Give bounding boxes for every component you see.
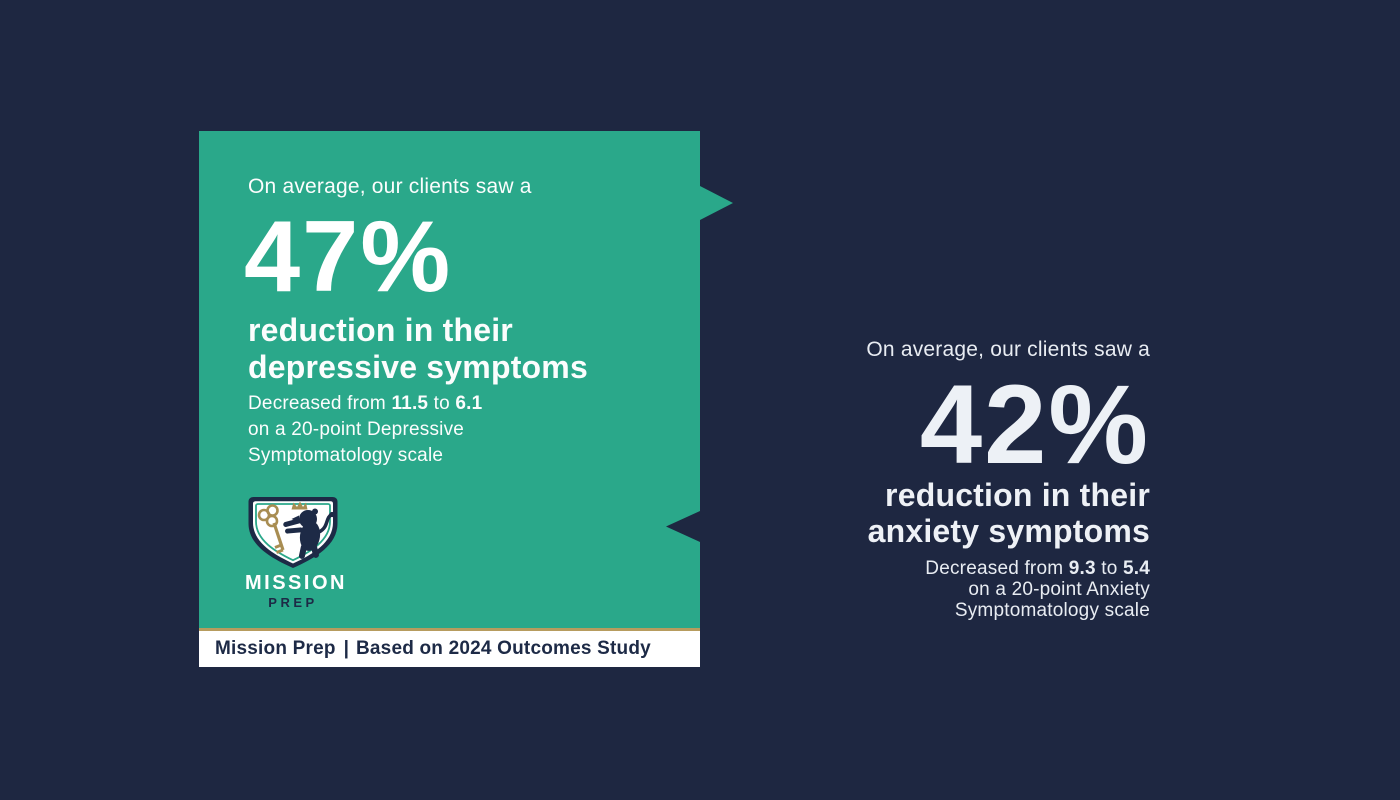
detail-from-value: 11.5 [391, 393, 429, 414]
detail-to-value: 6.1 [455, 393, 483, 414]
card-headline-line2: depressive symptoms [248, 349, 588, 385]
right-headline-line2: anxiety symptoms [867, 513, 1150, 549]
right-detail-text: Decreased from 9.3 to 5.4 on a 20-point … [690, 558, 1150, 621]
card-intro-text: On average, our clients saw a [248, 175, 532, 198]
anxiety-stat-value: 42% [919, 362, 1150, 487]
footer-separator: | [343, 638, 349, 659]
depression-stat-card: On average, our clients saw a 47% reduct… [199, 131, 700, 667]
right-detail-line2: on a 20-point Anxiety [968, 579, 1150, 600]
card-footer: Mission Prep | Based on 2024 Outcomes Stud… [199, 631, 700, 667]
card-detail-text: Decreased from 11.5 to 6.1 on a 20-point… [248, 391, 482, 469]
card-detail-line1: Decreased from 11.5 to 6.1 [248, 393, 483, 414]
card-detail-line2: on a 20-point Depressive [248, 419, 465, 440]
right-headline-line1: reduction in their [885, 477, 1150, 513]
right-intro-text: On average, our clients saw a [866, 338, 1150, 361]
right-headline: reduction in their anxiety symptoms [690, 477, 1150, 549]
shield-lion-crest-icon [248, 497, 338, 568]
footer-source-note: Based on 2024 Outcomes Study [355, 638, 651, 659]
right-detail-from-value: 9.3 [1068, 558, 1096, 579]
right-detail-line1: Decreased from 9.3 to 5.4 [925, 558, 1150, 579]
card-headline-line1: reduction in their [248, 312, 513, 348]
card-tail-right-icon [700, 186, 733, 220]
logo-wordmark-prep: PREP [268, 595, 318, 610]
card-detail-line3: Symptomatology scale [248, 445, 444, 466]
footer-brand-name: Mission Prep [215, 638, 336, 659]
card-headline: reduction in their depressive symptoms [248, 312, 588, 386]
depression-stat-value: 47% [244, 201, 453, 313]
logo-wordmark-mission: MISSION [245, 572, 347, 594]
right-detail-line3: Symptomatology scale [954, 600, 1150, 621]
anxiety-stat-block: On average, our clients saw a 42% reduct… [690, 336, 1150, 621]
footer-gold-divider [199, 628, 700, 631]
right-detail-to-value: 5.4 [1122, 558, 1150, 579]
mission-prep-logo: MISSION PREP [245, 494, 347, 610]
